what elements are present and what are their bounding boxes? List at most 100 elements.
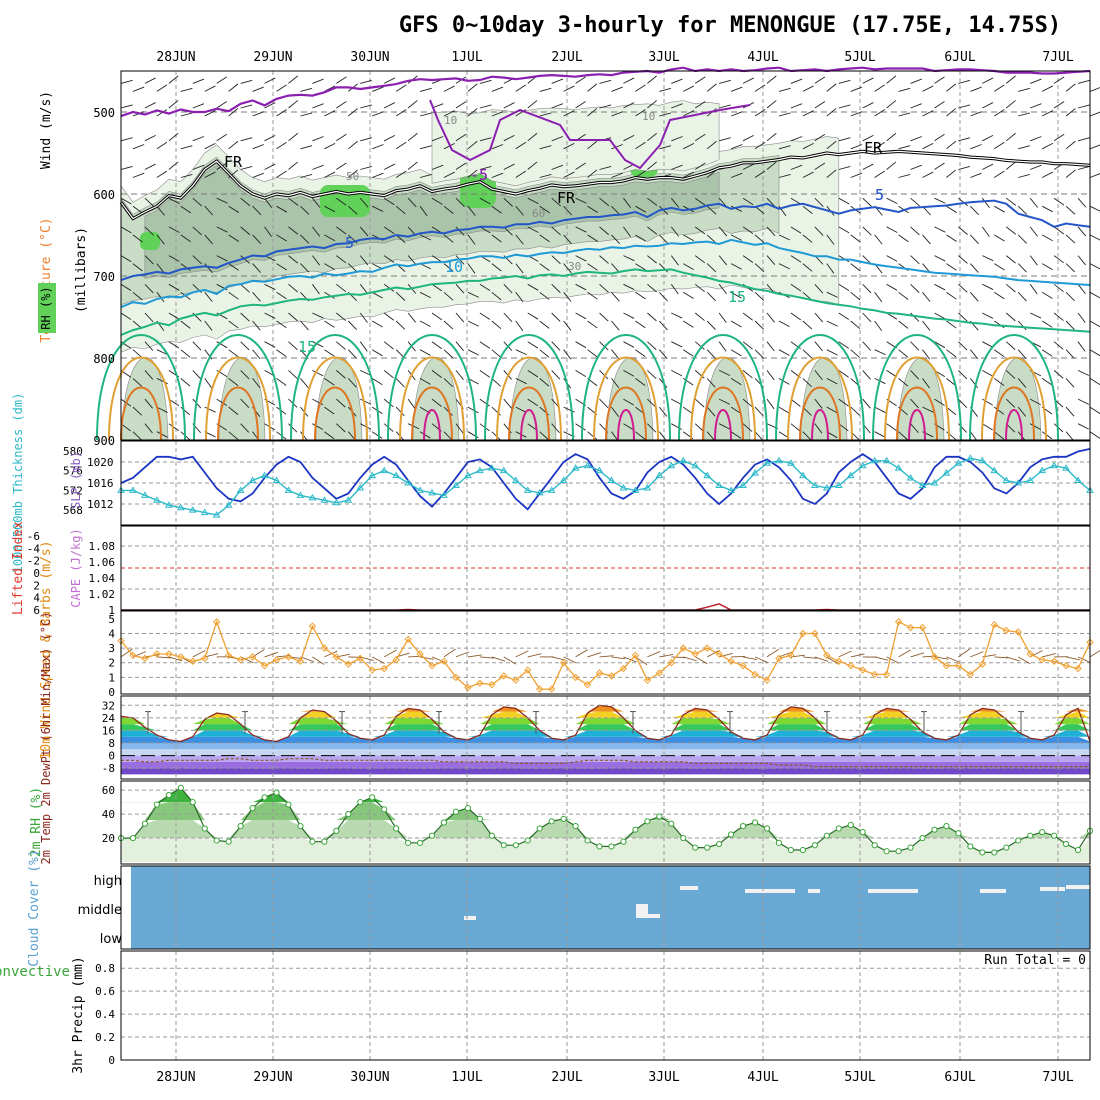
wind-barb xyxy=(898,349,909,358)
wind-barb xyxy=(204,110,216,117)
wind-barb xyxy=(372,144,384,150)
wind-barb xyxy=(790,283,802,292)
wind-barb xyxy=(1065,431,1075,442)
wind-barb xyxy=(635,205,647,213)
rh2m-point xyxy=(237,822,244,830)
wind-barb xyxy=(647,423,657,433)
wind-barb xyxy=(970,263,979,273)
wind10-barb xyxy=(563,656,577,664)
wind-barb xyxy=(970,378,979,389)
contour-label: 30 xyxy=(568,260,581,273)
wind-barb xyxy=(587,108,598,117)
wind-barb xyxy=(180,145,193,150)
wind-barb xyxy=(479,341,491,349)
wind-barb xyxy=(802,263,813,272)
date-label-top: 1JUL xyxy=(451,50,482,65)
wind-barb xyxy=(503,197,513,207)
wind-barb xyxy=(419,349,431,356)
wind10-point xyxy=(631,651,640,660)
contour-label: 10 xyxy=(444,114,457,127)
rh2m-tick-label: 20 xyxy=(102,832,115,845)
wind-barb xyxy=(467,169,478,178)
wind10-barb xyxy=(611,656,626,660)
wind10-barb xyxy=(479,656,494,659)
wind-barb xyxy=(324,431,335,440)
wind-barb xyxy=(1005,370,1016,379)
wind10-barb xyxy=(826,656,839,665)
wind-barb xyxy=(324,320,335,328)
wind-barb xyxy=(180,263,191,272)
wind-barb xyxy=(491,349,502,358)
wind-barb xyxy=(240,341,250,351)
contour-label: 5 xyxy=(345,234,354,252)
wind-barb xyxy=(300,320,309,331)
wind-barb xyxy=(706,320,716,330)
wind-barb xyxy=(347,349,357,359)
wind-barb xyxy=(324,142,336,150)
wind-barb xyxy=(683,349,694,357)
wind-barb xyxy=(1005,398,1016,408)
wind-barb xyxy=(826,406,838,414)
wind-barb xyxy=(539,112,552,117)
wind-barb xyxy=(611,234,620,244)
slp-axis-label: SLP (mb) xyxy=(69,451,83,509)
wind-barb xyxy=(587,234,598,242)
wind-barb xyxy=(922,320,931,331)
rh-legend-swatch xyxy=(38,283,56,333)
wind-barb xyxy=(706,431,716,442)
wind-barb xyxy=(1041,263,1053,270)
wind-barb xyxy=(491,111,504,117)
rh2m-tick-label: 60 xyxy=(102,784,115,797)
wind-barb xyxy=(1089,144,1100,150)
wind-barb xyxy=(671,164,683,170)
thickness-point xyxy=(667,461,676,469)
wind-barb xyxy=(252,172,264,178)
thickness-point xyxy=(1014,479,1023,486)
wind-barb xyxy=(276,84,287,92)
wind-barb xyxy=(144,102,156,109)
wind-barb xyxy=(336,341,346,350)
wind10-point xyxy=(835,657,843,665)
wind10-point xyxy=(942,661,951,670)
wind10-line xyxy=(120,619,1091,690)
wind-barb xyxy=(862,370,871,380)
wind-barb xyxy=(395,205,406,215)
wind-barb xyxy=(1017,291,1027,302)
wind-barb xyxy=(694,133,706,142)
wind-barb xyxy=(623,197,632,209)
wind-barb xyxy=(515,141,527,150)
rh2m-point xyxy=(584,837,591,844)
wind-barb xyxy=(814,341,823,352)
contour-label: 5 xyxy=(875,186,884,204)
wind10-point xyxy=(1062,661,1070,670)
wind-barb xyxy=(730,263,742,270)
wind-barb xyxy=(527,283,539,291)
wind-barb xyxy=(228,378,239,387)
wind-barb xyxy=(946,169,957,178)
wind-barb xyxy=(934,255,946,262)
thickness-point xyxy=(284,486,293,493)
wind-barb xyxy=(336,423,346,433)
wind10-point xyxy=(811,629,819,638)
temp2m-band xyxy=(121,755,1090,762)
wind-barb xyxy=(730,172,743,178)
wind-barb xyxy=(479,312,491,320)
wind-barb xyxy=(1005,255,1016,264)
wind10-point xyxy=(165,650,173,658)
rh2m-point xyxy=(835,825,842,832)
date-label-bottom: 29JUN xyxy=(253,1070,292,1085)
wind-barb xyxy=(850,144,863,150)
chart-title: GFS 0~10day 3-hourly for MENONGUE (17.75… xyxy=(399,13,1061,38)
wind-barb xyxy=(467,291,479,298)
wind-barb xyxy=(694,255,706,264)
thickness-point xyxy=(511,476,520,484)
wind-barb xyxy=(503,134,515,142)
wind-barb xyxy=(1029,226,1038,237)
temp-contour-30 xyxy=(423,409,441,441)
wind-barb xyxy=(910,78,922,84)
wind10-point xyxy=(212,618,221,626)
wind-barb xyxy=(982,255,994,262)
wind-barb xyxy=(826,263,835,274)
wind-barb xyxy=(312,226,321,237)
thickness-point xyxy=(176,503,185,511)
